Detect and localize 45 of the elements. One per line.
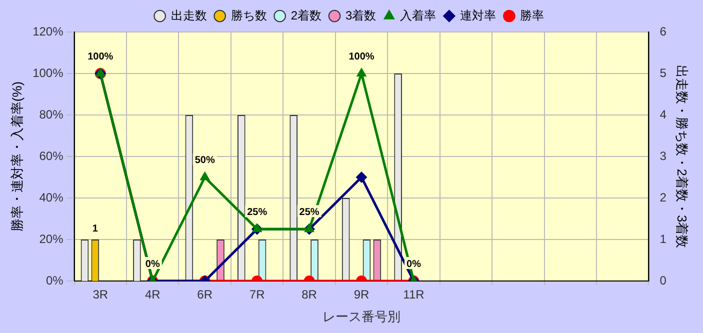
- y2-tick-label: 3: [660, 148, 667, 163]
- data-label: 25%: [247, 206, 268, 218]
- x-tick-label: 11R: [403, 288, 425, 302]
- data-label: 0%: [406, 258, 422, 270]
- y-tick-label: 100%: [32, 66, 64, 80]
- legend-label: 勝ち数: [230, 8, 267, 22]
- y-tick-label: 40%: [39, 190, 64, 204]
- y2-tick-label: 6: [660, 24, 667, 38]
- data-label: 25%: [299, 206, 320, 218]
- x-tick-label: 9R: [354, 288, 370, 302]
- y-axis-title: 勝率・連対率・入着率(%): [9, 81, 24, 232]
- y2-tick-label: 1: [660, 232, 667, 246]
- data-label: 50%: [194, 155, 215, 166]
- x-tick-label: 8R: [302, 288, 318, 302]
- x-tick-label: 4R: [144, 288, 161, 302]
- data-label: 0%: [145, 258, 160, 270]
- data-label: 100%: [348, 51, 374, 62]
- x-tick-label: 7R: [249, 288, 266, 302]
- y2-axis-title: 出走数・勝ち数・2着数・3着数: [674, 64, 690, 248]
- point: [356, 68, 366, 76]
- legend-label: 入着率: [400, 8, 436, 22]
- x-axis-title: レース番号別: [322, 308, 401, 324]
- y2-tick-label: 2: [660, 190, 667, 204]
- legend-label: 勝率: [520, 8, 544, 22]
- data-label: 1: [92, 223, 98, 234]
- legend-label: 3着数: [346, 8, 376, 22]
- y-tick-label: 80%: [39, 107, 64, 122]
- y-tick-label: 20%: [39, 232, 64, 246]
- point: [252, 224, 262, 232]
- y2-tick-label: 5: [660, 66, 667, 80]
- legend-label: 出走数: [170, 8, 207, 22]
- point: [96, 68, 106, 76]
- y-tick-label: 0%: [46, 273, 64, 288]
- point: [200, 172, 210, 180]
- legend-label: 連対率: [460, 8, 496, 22]
- y-tick-label: 120%: [32, 24, 64, 38]
- y2-tick-label: 4: [660, 107, 667, 122]
- x-tick-label: 3R: [92, 288, 108, 302]
- y2-tick-label: 0: [660, 273, 667, 288]
- x-tick-label: 6R: [197, 288, 213, 302]
- y-tick-label: 60%: [39, 148, 64, 163]
- point: [304, 224, 314, 232]
- point: [356, 172, 368, 183]
- legend-label: 2着数: [290, 8, 322, 22]
- data-label: 100%: [88, 51, 114, 62]
